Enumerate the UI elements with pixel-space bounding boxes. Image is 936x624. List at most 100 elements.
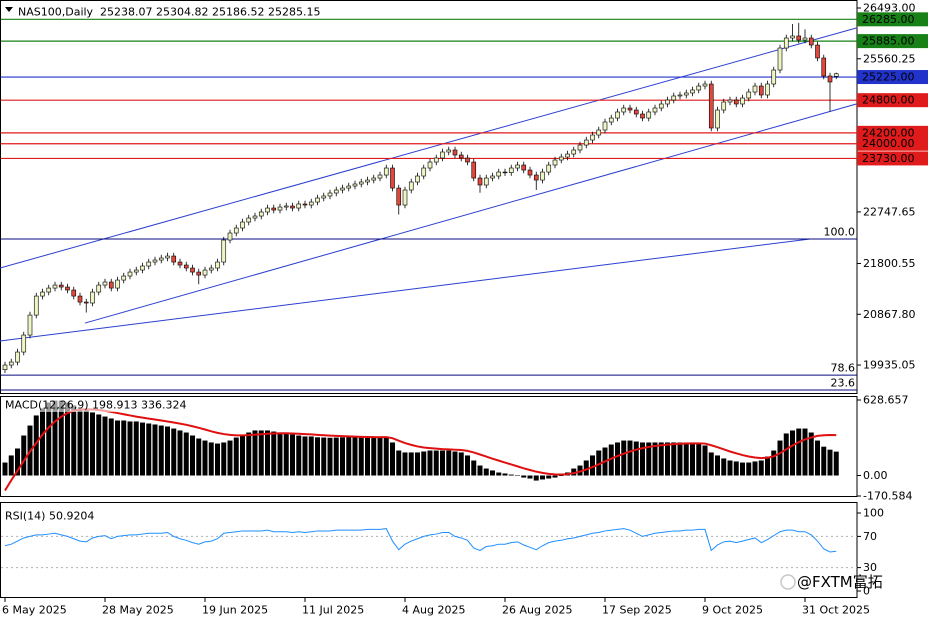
x-tick-label: 4 Aug 2025 bbox=[402, 604, 465, 617]
macd-bar bbox=[152, 424, 158, 476]
macd-bar bbox=[333, 437, 339, 476]
candle-body bbox=[440, 151, 445, 159]
macd-bar bbox=[727, 460, 733, 476]
candle-body bbox=[108, 281, 114, 289]
macd-bar bbox=[115, 420, 120, 476]
macd-bar bbox=[677, 442, 683, 476]
candle-body bbox=[158, 257, 164, 261]
title-backdrop bbox=[3, 399, 215, 412]
candle-body bbox=[558, 156, 564, 161]
candle-body bbox=[208, 267, 214, 271]
macd-bar bbox=[477, 465, 483, 476]
candle-body bbox=[596, 129, 602, 136]
macd-bar bbox=[8, 455, 14, 476]
candle-body bbox=[696, 85, 702, 91]
macd-bar bbox=[496, 472, 502, 476]
y-tick-label: 19935.05 bbox=[863, 359, 916, 372]
candle-body bbox=[190, 267, 195, 273]
level-label-box bbox=[857, 70, 928, 85]
macd-bar bbox=[215, 443, 220, 476]
macd-bar bbox=[446, 450, 452, 476]
macd-bar bbox=[96, 414, 102, 476]
macd-panel-frame bbox=[0, 396, 858, 497]
macd-bar bbox=[590, 455, 595, 476]
candle-body bbox=[327, 192, 333, 197]
signal-line bbox=[4, 408, 837, 492]
candle-body bbox=[315, 197, 320, 203]
macd-bar bbox=[202, 440, 208, 476]
x-tick-label: 9 Oct 2025 bbox=[702, 604, 763, 617]
candle-body bbox=[96, 284, 102, 293]
y-tick-label: 20867.80 bbox=[863, 308, 916, 321]
candle-body bbox=[821, 57, 827, 77]
candle-body bbox=[83, 301, 89, 304]
candle-body bbox=[702, 83, 708, 87]
macd-bar bbox=[227, 440, 233, 476]
y-tick-label: 0 bbox=[863, 585, 870, 598]
candle-body bbox=[658, 103, 664, 109]
candle-body bbox=[490, 175, 495, 179]
candle-body bbox=[246, 217, 252, 223]
macd-bar bbox=[415, 452, 420, 476]
candle-body bbox=[752, 85, 758, 93]
macd-bar bbox=[383, 436, 389, 476]
macd-bar bbox=[808, 432, 814, 476]
candle-body bbox=[446, 149, 452, 153]
macd-bar bbox=[546, 475, 552, 479]
macd-bar bbox=[71, 405, 77, 476]
fib-level-label: 100.0 bbox=[824, 226, 856, 239]
y-tick-label: 21800.55 bbox=[863, 257, 916, 270]
macd-bar bbox=[715, 455, 720, 476]
candle-body bbox=[15, 351, 20, 363]
candle-body bbox=[252, 215, 258, 219]
candle-body bbox=[258, 211, 264, 217]
macd-bar bbox=[108, 418, 114, 476]
candle-body bbox=[808, 37, 814, 46]
trendline bbox=[84, 103, 857, 324]
macd-bar bbox=[377, 437, 383, 476]
candle-body bbox=[265, 207, 270, 213]
y-tick-label: 22747.65 bbox=[863, 205, 916, 218]
macd-bar bbox=[277, 432, 283, 476]
candle-body bbox=[458, 154, 464, 159]
candle-body bbox=[371, 177, 377, 181]
macd-bar bbox=[390, 442, 395, 476]
macd-bar bbox=[815, 440, 820, 476]
candle-body bbox=[502, 171, 508, 174]
macd-bar bbox=[265, 430, 270, 476]
x-tick-label: 11 Jul 2025 bbox=[302, 604, 364, 617]
macd-bar bbox=[608, 444, 614, 476]
level-label-box bbox=[857, 125, 928, 140]
candle-body bbox=[733, 99, 739, 105]
macd-bar bbox=[352, 437, 358, 476]
candle-body bbox=[471, 161, 477, 179]
rsi-panel-frame bbox=[0, 502, 858, 598]
candle-body bbox=[33, 295, 39, 316]
fib-level-label: 23.6 bbox=[831, 377, 856, 390]
macd-bar bbox=[827, 449, 833, 476]
macd-bar bbox=[690, 442, 695, 476]
macd-bar bbox=[558, 475, 564, 477]
level-label: 23730.00 bbox=[862, 152, 915, 165]
candle-body bbox=[577, 144, 583, 151]
macd-bar bbox=[783, 433, 789, 476]
candle-body bbox=[383, 167, 389, 176]
candle-body bbox=[415, 175, 420, 183]
macd-bar bbox=[58, 400, 64, 476]
x-tick-label: 19 Jun 2025 bbox=[202, 604, 268, 617]
macd-bar bbox=[483, 468, 489, 476]
candle-body bbox=[196, 271, 202, 276]
macd-bar bbox=[140, 422, 145, 476]
candle-body bbox=[833, 73, 839, 77]
candle-body bbox=[46, 287, 52, 293]
candle-body bbox=[271, 207, 277, 211]
macd-bar bbox=[371, 437, 377, 476]
candle-body bbox=[340, 187, 345, 191]
macd-bar bbox=[615, 442, 620, 476]
watermark-icon bbox=[780, 574, 796, 590]
macd-bar bbox=[627, 440, 633, 476]
macd-bar bbox=[40, 408, 45, 476]
macd-bar bbox=[102, 416, 108, 476]
macd-bar bbox=[315, 437, 320, 476]
